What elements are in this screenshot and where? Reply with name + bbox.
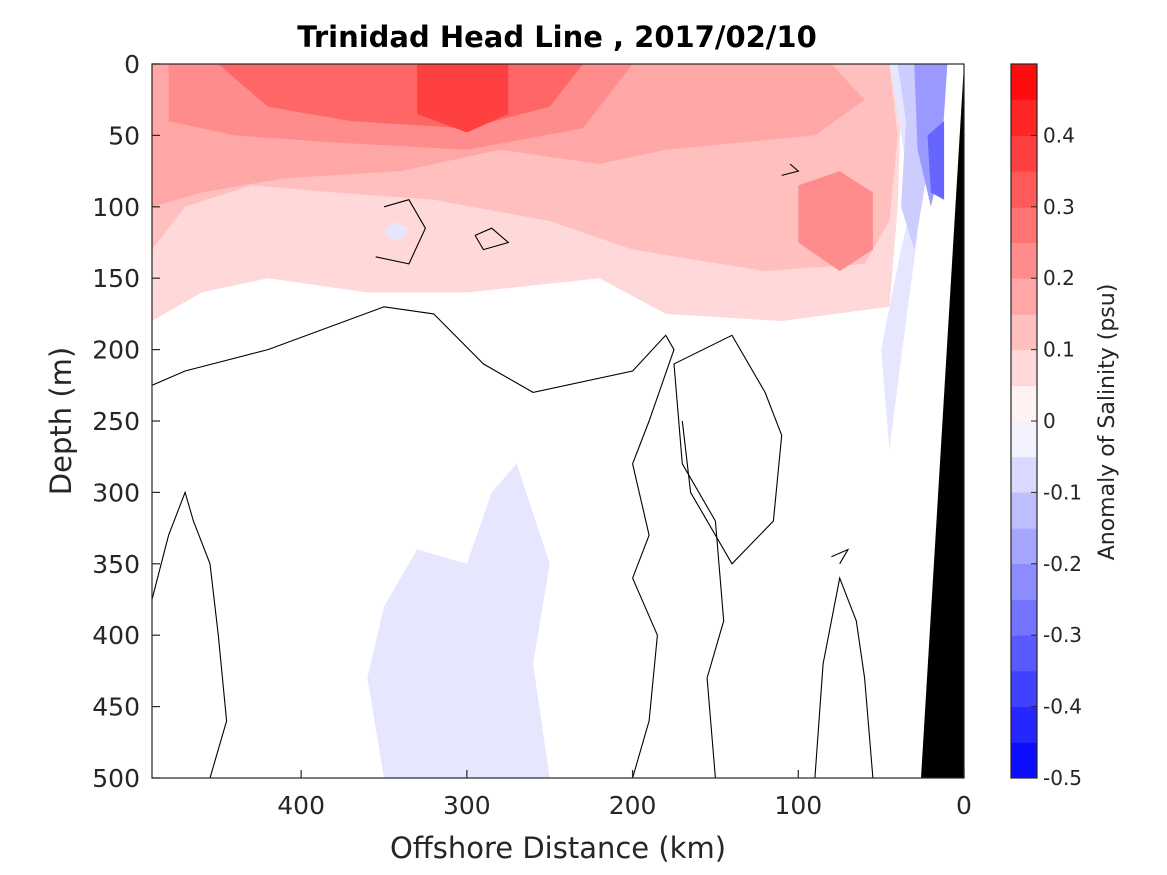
x-axis-label: Offshore Distance (km) [390, 831, 726, 865]
bathymetry-mask [921, 64, 964, 778]
x-axis: 400 300 200 100 0 [277, 770, 972, 820]
colorbar-tick-label: -0.4 [1043, 695, 1082, 719]
y-tick-label: 250 [92, 407, 140, 436]
colorbar-band [1011, 278, 1037, 315]
colorbar-band [1011, 135, 1037, 172]
colorbar-tick-label: 0.3 [1043, 195, 1075, 219]
colorbar-tick-label: -0.5 [1043, 766, 1082, 790]
colorbar-tick-label: 0.4 [1043, 123, 1075, 147]
y-tick-label: 150 [92, 264, 140, 293]
colorbar-band [1011, 492, 1037, 529]
y-tick-label: 0 [124, 50, 140, 79]
y-tick-label: 200 [92, 336, 140, 365]
contour-line-6 [831, 548, 850, 565]
colorbar-band [1011, 99, 1037, 136]
colorbar-tick-label: 0 [1043, 409, 1056, 433]
colorbar: 0.4 0.3 0.2 0.1 0 -0.1 -0.2 -0.3 -0.4 -0.5 [1010, 63, 1082, 790]
plot-area: 400 300 200 100 0 0 50 100 150 200 250 300 350 400 45… [92, 50, 972, 820]
contour-line-0 [151, 306, 675, 779]
x-tick-label: 0 [956, 791, 972, 820]
x-tick-label: 400 [277, 791, 325, 820]
y-tick-label: 400 [92, 621, 140, 650]
colorbar-band [1011, 64, 1037, 101]
y-tick-label: 100 [92, 193, 140, 222]
zero-contours [151, 163, 874, 779]
y-axis-label: Depth (m) [44, 347, 78, 495]
anomaly-fields [152, 64, 948, 778]
contour-line-5 [814, 576, 874, 779]
colorbar-band [1011, 456, 1037, 493]
y-tick-label: 500 [92, 764, 140, 793]
colorbar-band [1011, 635, 1037, 672]
contour-line-1 [151, 490, 228, 779]
contour-line-4 [673, 334, 783, 779]
chart-title: Trinidad Head Line , 2017/02/10 [297, 20, 817, 54]
contour-line-3 [474, 227, 510, 251]
x-tick-label: 300 [443, 791, 491, 820]
colorbar-band [1011, 670, 1037, 708]
y-tick-label: 50 [108, 121, 140, 150]
colorbar-band [1011, 313, 1037, 351]
contour-line-7 [781, 163, 800, 176]
colorbar-band [1011, 385, 1037, 422]
colorbar-band [1011, 349, 1037, 386]
y-tick-label: 450 [92, 693, 140, 722]
colorbar-band [1011, 206, 1037, 243]
colorbar-label: Anomaly of Salinity (psu) [1095, 284, 1120, 561]
anomaly-band-deep-neg [367, 463, 550, 778]
colorbar-band [1011, 171, 1037, 208]
colorbar-band [1011, 242, 1037, 279]
anomaly-band-small-neg [384, 221, 409, 243]
colorbar-band [1011, 742, 1037, 779]
colorbar-band [1011, 563, 1037, 600]
colorbar-band [1011, 528, 1037, 565]
colorbar-band [1011, 599, 1037, 636]
colorbar-tick-label: -0.3 [1043, 623, 1082, 647]
colorbar-tick-label: -0.2 [1043, 552, 1082, 576]
y-tick-label: 350 [92, 550, 140, 579]
colorbar-tick-label: 0.2 [1043, 266, 1075, 290]
y-tick-label: 300 [92, 478, 140, 507]
x-tick-label: 200 [609, 791, 657, 820]
colorbar-band [1011, 421, 1037, 458]
anomaly-band-0.4 [417, 64, 509, 133]
y-axis: 0 50 100 150 200 250 300 350 400 450 500 [92, 50, 160, 793]
colorbar-band [1011, 706, 1037, 743]
x-tick-label: 100 [774, 791, 822, 820]
colorbar-tick-label: -0.1 [1043, 480, 1082, 504]
colorbar-tick-label: 0.1 [1043, 338, 1075, 362]
contour-line-2 [375, 199, 427, 265]
anomaly-band-0.25-core2 [798, 171, 873, 272]
anomaly-band-neg-0.3 [927, 121, 945, 200]
